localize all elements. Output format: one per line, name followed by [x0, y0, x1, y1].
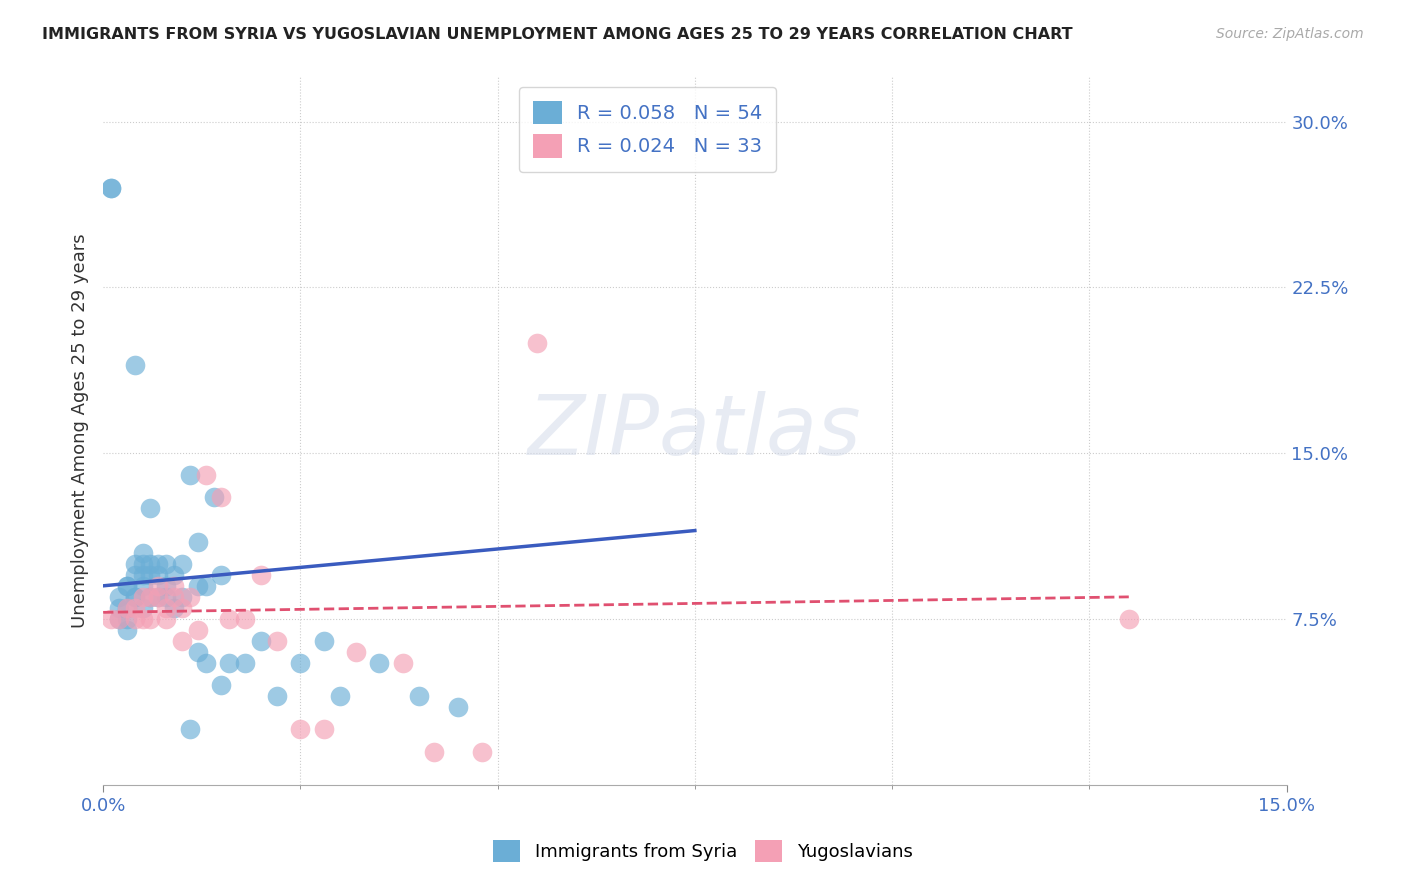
Point: [344, 645, 367, 659]
Point: [447, 700, 470, 714]
Point: [139, 557, 162, 571]
Point: [187, 623, 209, 637]
Point: [218, 612, 240, 626]
Point: [312, 634, 335, 648]
Point: [108, 612, 131, 626]
Point: [266, 690, 288, 704]
Point: [131, 557, 153, 571]
Point: [312, 723, 335, 737]
Point: [115, 579, 138, 593]
Point: [163, 601, 186, 615]
Point: [211, 567, 233, 582]
Point: [139, 501, 162, 516]
Point: [124, 590, 146, 604]
Point: [266, 634, 288, 648]
Point: [233, 656, 256, 670]
Point: [170, 601, 193, 615]
Point: [163, 579, 186, 593]
Point: [148, 557, 170, 571]
Point: [124, 601, 146, 615]
Point: [179, 723, 201, 737]
Point: [163, 567, 186, 582]
Point: [131, 567, 153, 582]
Text: Source: ZipAtlas.com: Source: ZipAtlas.com: [1216, 27, 1364, 41]
Point: [155, 590, 177, 604]
Legend: Immigrants from Syria, Yugoslavians: Immigrants from Syria, Yugoslavians: [486, 833, 920, 870]
Point: [155, 579, 177, 593]
Point: [471, 745, 494, 759]
Point: [163, 590, 186, 604]
Point: [131, 601, 153, 615]
Point: [124, 590, 146, 604]
Point: [115, 601, 138, 615]
Point: [115, 579, 138, 593]
Point: [526, 335, 548, 350]
Point: [115, 601, 138, 615]
Point: [250, 567, 273, 582]
Point: [131, 579, 153, 593]
Y-axis label: Unemployment Among Ages 25 to 29 years: Unemployment Among Ages 25 to 29 years: [72, 234, 89, 628]
Point: [250, 634, 273, 648]
Point: [368, 656, 391, 670]
Point: [108, 601, 131, 615]
Point: [290, 656, 312, 670]
Point: [187, 579, 209, 593]
Point: [392, 656, 415, 670]
Point: [179, 468, 201, 483]
Point: [139, 590, 162, 604]
Legend: R = 0.058   N = 54, R = 0.024   N = 33: R = 0.058 N = 54, R = 0.024 N = 33: [519, 87, 776, 171]
Point: [139, 567, 162, 582]
Point: [100, 181, 122, 195]
Point: [218, 656, 240, 670]
Point: [155, 612, 177, 626]
Point: [233, 612, 256, 626]
Point: [131, 590, 153, 604]
Point: [131, 546, 153, 560]
Point: [211, 491, 233, 505]
Point: [179, 590, 201, 604]
Point: [329, 690, 352, 704]
Point: [408, 690, 430, 704]
Point: [115, 612, 138, 626]
Point: [155, 557, 177, 571]
Point: [124, 567, 146, 582]
Point: [108, 612, 131, 626]
Point: [124, 358, 146, 372]
Point: [139, 612, 162, 626]
Point: [187, 645, 209, 659]
Point: [187, 534, 209, 549]
Point: [148, 590, 170, 604]
Point: [131, 612, 153, 626]
Point: [1118, 612, 1140, 626]
Point: [170, 634, 193, 648]
Text: IMMIGRANTS FROM SYRIA VS YUGOSLAVIAN UNEMPLOYMENT AMONG AGES 25 TO 29 YEARS CORR: IMMIGRANTS FROM SYRIA VS YUGOSLAVIAN UNE…: [42, 27, 1073, 42]
Point: [194, 468, 217, 483]
Point: [148, 567, 170, 582]
Point: [202, 491, 225, 505]
Point: [100, 612, 122, 626]
Point: [194, 656, 217, 670]
Point: [423, 745, 446, 759]
Point: [124, 612, 146, 626]
Point: [100, 181, 122, 195]
Point: [115, 623, 138, 637]
Point: [290, 723, 312, 737]
Point: [148, 590, 170, 604]
Text: ZIPatlas: ZIPatlas: [529, 391, 862, 472]
Point: [139, 590, 162, 604]
Point: [148, 579, 170, 593]
Point: [124, 557, 146, 571]
Point: [170, 590, 193, 604]
Point: [211, 678, 233, 692]
Point: [155, 601, 177, 615]
Point: [108, 590, 131, 604]
Point: [170, 557, 193, 571]
Point: [194, 579, 217, 593]
